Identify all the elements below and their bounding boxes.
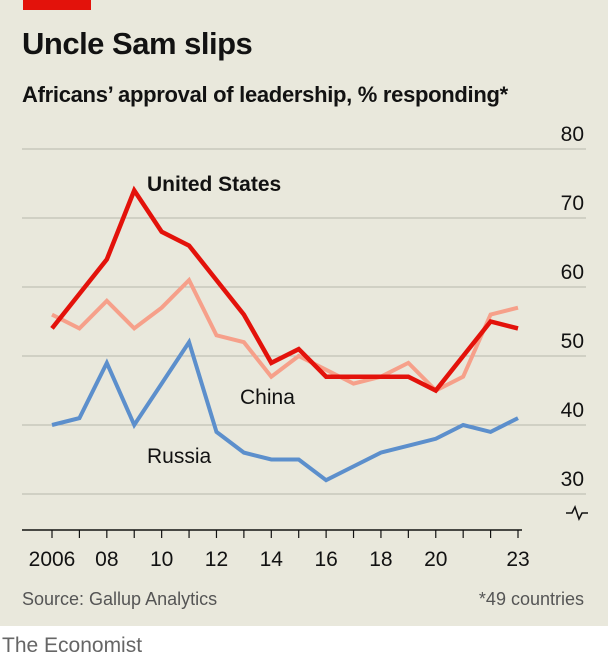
source-note: Source: Gallup Analytics xyxy=(22,589,218,609)
footnote: *49 countries xyxy=(478,589,584,609)
y-tick-label-70: 70 xyxy=(561,192,584,215)
y-axis-break-mark xyxy=(566,505,588,521)
x-tick-label-2016: 16 xyxy=(314,548,337,571)
y-axis-labels: 30 40 50 60 70 80 xyxy=(561,123,588,521)
gridlines xyxy=(22,148,586,495)
series-label-russia: Russia xyxy=(147,445,212,468)
series-label-china: China xyxy=(240,386,295,409)
x-tick-label-2008: 08 xyxy=(95,548,118,571)
y-tick-label-60: 60 xyxy=(561,261,584,284)
chart-subtitle: Africans’ approval of leadership, % resp… xyxy=(22,82,508,107)
x-tick-label-2023: 23 xyxy=(506,548,529,571)
x-tick-label-2006: 2006 xyxy=(29,548,76,571)
brand-logo-text: The Economist xyxy=(2,634,143,657)
y-tick-label-50: 50 xyxy=(561,330,584,353)
brand-red-tag xyxy=(23,0,91,10)
x-tick-label-2018: 18 xyxy=(369,548,392,571)
line-chart: 2006 08 10 12 14 16 18 20 23 30 40 50 60 70 80 United… xyxy=(22,123,588,571)
x-axis: 2006 08 10 12 14 16 18 20 23 xyxy=(22,529,530,571)
series-line-russia xyxy=(51,337,519,483)
chart-title: Uncle Sam slips xyxy=(22,26,253,61)
series-labels: United States China Russia xyxy=(147,173,295,468)
y-tick-label-40: 40 xyxy=(561,399,584,422)
x-tick-label-2020: 20 xyxy=(424,548,447,571)
series-label-united-states: United States xyxy=(147,173,281,196)
x-tick-label-2010: 10 xyxy=(150,548,173,571)
x-tick-label-2014: 14 xyxy=(260,548,284,571)
series-lines xyxy=(50,185,519,483)
x-tick-label-2012: 12 xyxy=(205,548,228,571)
y-tick-label-30: 30 xyxy=(561,468,584,491)
series-line-united-states xyxy=(50,185,519,394)
y-tick-label-80: 80 xyxy=(561,123,584,146)
chart-panel: Uncle Sam slips Africans’ approval of le… xyxy=(0,0,608,626)
